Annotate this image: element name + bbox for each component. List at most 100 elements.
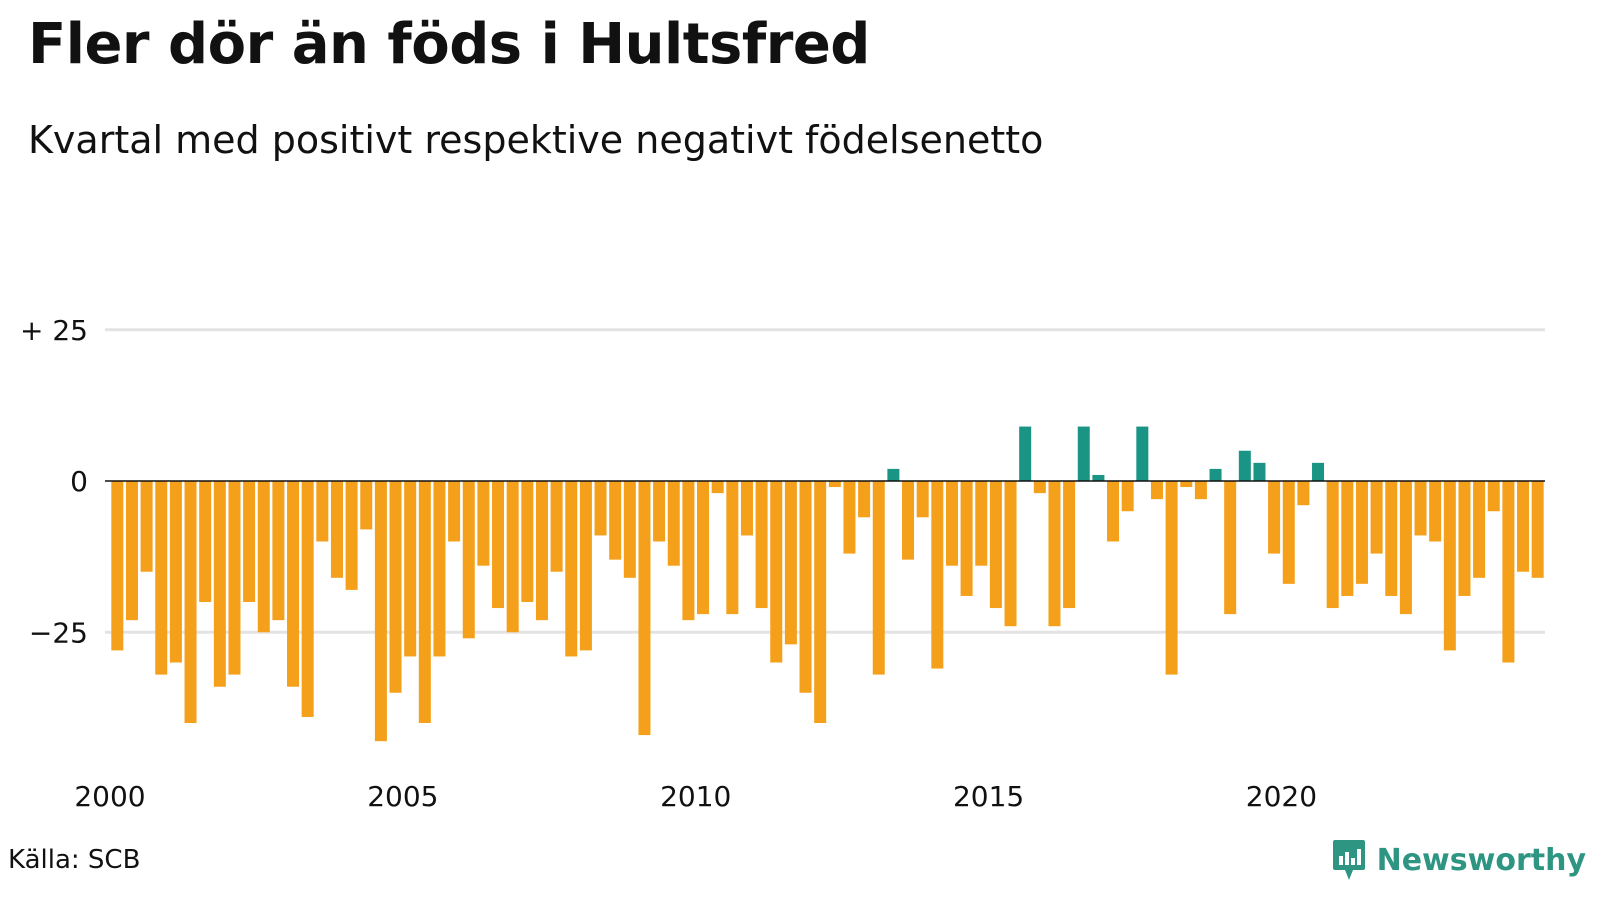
bar: 2014Q3: -19 (960, 481, 973, 596)
bar: 2012Q4: -6 (858, 481, 871, 518)
bar: 2009Q1: -42 (638, 481, 651, 736)
bar: 2009Q2: -10 (653, 481, 666, 542)
bar: 2017Q2: -5 (1121, 481, 1134, 512)
x-tick-label: 2020 (1246, 780, 1317, 813)
bar: 2011Q3: -27 (784, 481, 797, 645)
bar: 2000Q3: -15 (140, 481, 153, 572)
bar: 2008Q3: -13 (609, 481, 622, 560)
bar: 2016Q3: 9 (1077, 426, 1090, 481)
bar: 2019Q3: 3 (1253, 462, 1266, 481)
y-tick-label: −25 (29, 616, 88, 649)
bar: 2020Q4: -21 (1326, 481, 1339, 609)
bar: 2010Q1: -22 (697, 481, 710, 615)
bar: 2018Q4: 2 (1209, 468, 1222, 481)
brand-logo: Newsworthy (1331, 838, 1586, 882)
bar: 2002Q3: -25 (257, 481, 270, 633)
bar: 2005Q2: -40 (418, 481, 431, 723)
bar: 2017Q3: 9 (1136, 426, 1149, 481)
bar: 2018Q3: -3 (1194, 481, 1207, 500)
y-tick-label: 0 (70, 465, 88, 498)
bar: 2013Q1: -32 (872, 481, 885, 675)
bar: 2004Q3: -43 (374, 481, 387, 742)
chart-title: Fler dör än föds i Hultsfred (28, 12, 870, 77)
bar: 2005Q1: -29 (404, 481, 417, 657)
bar: 2015Q4: -2 (1033, 481, 1046, 494)
bar: 2019Q2: 5 (1238, 450, 1251, 481)
bar: 2021Q4: -19 (1385, 481, 1398, 596)
bar: 2009Q4: -23 (682, 481, 695, 621)
bar: 2017Q4: -3 (1150, 481, 1163, 500)
bar: 2013Q4: -6 (916, 481, 929, 518)
bar: 2023Q2: -16 (1473, 481, 1486, 578)
bar: 2018Q1: -32 (1165, 481, 1178, 675)
bar: 2006Q4: -25 (506, 481, 519, 633)
bar: 2011Q2: -30 (770, 481, 783, 663)
chart-subtitle: Kvartal med positivt respektive negativt… (28, 118, 1044, 162)
bar: 2006Q3: -21 (492, 481, 505, 609)
bar: 2015Q2: -24 (1004, 481, 1017, 627)
bar: 2024Q2: -16 (1531, 481, 1544, 578)
bar: 2002Q1: -32 (228, 481, 241, 675)
bar: 2003Q3: -10 (316, 481, 329, 542)
bar: 2024Q1: -15 (1517, 481, 1530, 572)
x-tick-label: 2015 (953, 780, 1024, 813)
x-tick-label: 2010 (660, 780, 731, 813)
bar: 2017Q1: -10 (1107, 481, 1120, 542)
bar: 2007Q2: -23 (535, 481, 548, 621)
bar: 2012Q1: -40 (814, 481, 827, 723)
bar: 2009Q3: -14 (667, 481, 680, 566)
bar: 2014Q2: -14 (945, 481, 958, 566)
bar: 2007Q1: -20 (521, 481, 534, 602)
bar: 2021Q3: -12 (1370, 481, 1383, 554)
bar: 2012Q2: -1 (828, 481, 841, 488)
bar: 2003Q4: -16 (330, 481, 343, 578)
bar: 2020Q3: 3 (1312, 462, 1325, 481)
brand-name: Newsworthy (1376, 842, 1586, 878)
bar: 2003Q1: -34 (287, 481, 300, 687)
bar: 2016Q4: 1 (1092, 474, 1105, 481)
bar: 2007Q3: -15 (550, 481, 563, 572)
x-tick-label: 2005 (367, 780, 438, 813)
bar: 2023Q1: -19 (1458, 481, 1471, 596)
bar: 2019Q4: -12 (1268, 481, 1281, 554)
bar: 2011Q1: -21 (755, 481, 768, 609)
bar: 2008Q1: -28 (579, 481, 592, 651)
bar: 2000Q4: -32 (155, 481, 168, 675)
bar: 2022Q1: -22 (1399, 481, 1412, 615)
bar: 2014Q4: -14 (975, 481, 988, 566)
bar: 2018Q2: -1 (1180, 481, 1193, 488)
bar: 2022Q4: -28 (1443, 481, 1456, 651)
bar: 2010Q2: -2 (711, 481, 724, 494)
y-tick-label: + 25 (20, 314, 88, 347)
bar: 2002Q4: -23 (272, 481, 285, 621)
bar: 2010Q3: -22 (726, 481, 739, 615)
bar: 2019Q1: -22 (1224, 481, 1237, 615)
bar: 2001Q4: -34 (213, 481, 226, 687)
bar: 2000Q2: -23 (125, 481, 138, 621)
bar: 2001Q3: -20 (199, 481, 212, 602)
bar: 2014Q1: -31 (931, 481, 944, 669)
bar: 2016Q1: -24 (1048, 481, 1061, 627)
bar: 2021Q2: -17 (1355, 481, 1368, 584)
bar: 2004Q1: -18 (345, 481, 358, 590)
bar: 2004Q4: -35 (389, 481, 402, 693)
bar: 2020Q1: -17 (1282, 481, 1295, 584)
bar: 2010Q4: -9 (740, 481, 753, 536)
bar: 2006Q2: -14 (477, 481, 490, 566)
bar: 2020Q2: -4 (1297, 481, 1310, 506)
bar: 2002Q2: -20 (243, 481, 256, 602)
bar: 2004Q2: -8 (360, 481, 373, 530)
bar: 2003Q2: -39 (301, 481, 314, 717)
bar: 2013Q2: 2 (887, 468, 900, 481)
bar: 2021Q1: -19 (1341, 481, 1354, 596)
bar: 2006Q1: -26 (462, 481, 475, 639)
bar: 2007Q4: -29 (565, 481, 578, 657)
bar: 2000Q1: -28 (111, 481, 124, 651)
bar: 2008Q4: -16 (623, 481, 636, 578)
newsworthy-logo-icon (1332, 840, 1365, 880)
bar: 2012Q3: -12 (843, 481, 856, 554)
bar: 2022Q2: -9 (1414, 481, 1427, 536)
bar: 2015Q1: -21 (989, 481, 1002, 609)
bar: 2016Q2: -21 (1063, 481, 1076, 609)
